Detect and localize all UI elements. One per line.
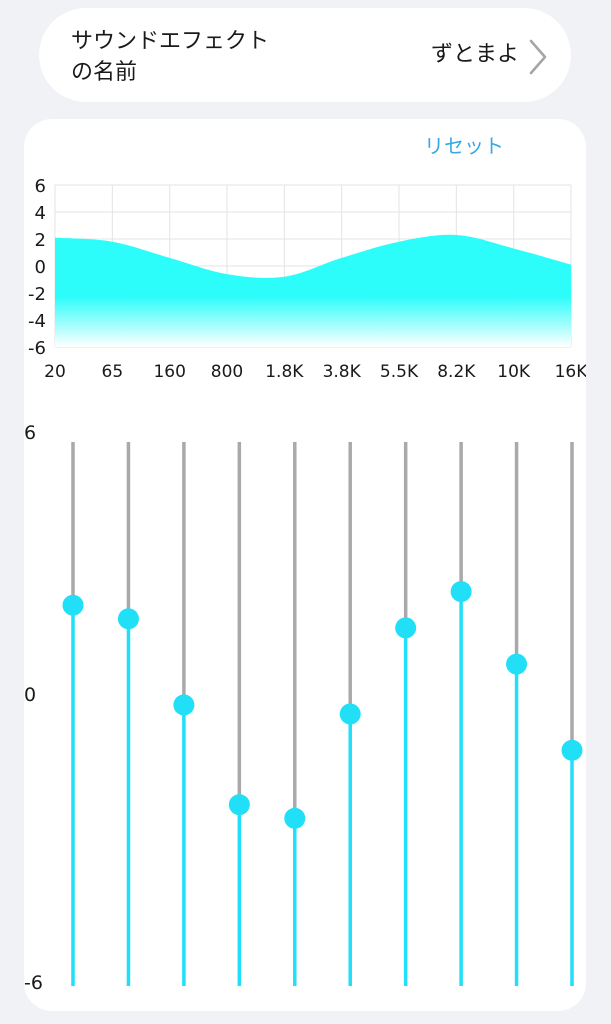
y-tick-label: 0: [35, 257, 46, 278]
y-tick-label: -2: [28, 284, 46, 305]
chart-y-tick-labels: 6 4 2 0 -2 -4 -6: [28, 176, 46, 359]
sound-effect-name-row[interactable]: サウンドエフェクトの名前 ずとまよ: [39, 8, 571, 102]
eq-band-slider[interactable]: [117, 442, 139, 986]
x-tick-label: 800: [211, 362, 243, 382]
x-tick-label: 3.8K: [323, 362, 362, 382]
y-tick-label: -4: [28, 311, 46, 332]
sound-effect-name-value: ずとまよ: [430, 42, 519, 67]
eq-band-slider[interactable]: [506, 442, 528, 986]
sound-effect-name-label: サウンドエフェクトの名前: [71, 29, 270, 85]
x-tick-label: 65: [102, 362, 124, 382]
x-tick-label: 16K: [555, 362, 586, 382]
equalizer-card: リセット 6 4 2 0 -2 -4 -6 20 65 160 800 1.8K 3.8K 5.5K 8.…: [24, 119, 586, 1011]
slider-knob[interactable]: [117, 608, 139, 630]
eq-band-slider[interactable]: [339, 442, 361, 986]
x-tick-label: 8.2K: [437, 362, 476, 382]
frequency-curve-area: [55, 234, 571, 347]
y-tick-label: -6: [28, 338, 46, 359]
eq-band-slider[interactable]: [173, 442, 195, 986]
x-tick-label: 5.5K: [380, 362, 419, 382]
eq-band-slider[interactable]: [284, 442, 306, 986]
eq-band-slider[interactable]: [62, 442, 84, 986]
y-tick-label: 6: [35, 176, 46, 197]
eq-band-slider[interactable]: [450, 442, 472, 986]
slider-max-label: 6: [24, 422, 36, 444]
slider-knob[interactable]: [62, 594, 84, 616]
slider-knob[interactable]: [561, 739, 583, 761]
x-tick-label: 1.8K: [265, 362, 304, 382]
reset-button[interactable]: リセット: [424, 134, 504, 158]
slider-knob[interactable]: [228, 794, 250, 816]
slider-knob[interactable]: [284, 807, 306, 829]
y-tick-label: 2: [35, 230, 46, 251]
band-sliders[interactable]: 6 0 -6: [24, 119, 586, 1011]
slider-knob[interactable]: [339, 703, 361, 725]
x-tick-label: 20: [44, 362, 66, 382]
slider-min-label: -6: [24, 972, 43, 994]
eq-band-slider[interactable]: [561, 442, 583, 986]
eq-band-slider[interactable]: [395, 442, 417, 986]
slider-knob[interactable]: [506, 653, 528, 675]
slider-knob[interactable]: [450, 581, 472, 603]
x-tick-label: 160: [153, 362, 185, 382]
slider-mid-label: 0: [24, 684, 36, 706]
chart-x-tick-labels: 20 65 160 800 1.8K 3.8K 5.5K 8.2K 10K 16K: [44, 362, 586, 382]
chevron-right-icon[interactable]: [527, 38, 549, 76]
slider-knob[interactable]: [173, 694, 195, 716]
y-tick-label: 4: [35, 203, 46, 224]
x-tick-label: 10K: [497, 362, 531, 382]
slider-knob[interactable]: [395, 617, 417, 639]
eq-band-slider[interactable]: [228, 442, 250, 986]
